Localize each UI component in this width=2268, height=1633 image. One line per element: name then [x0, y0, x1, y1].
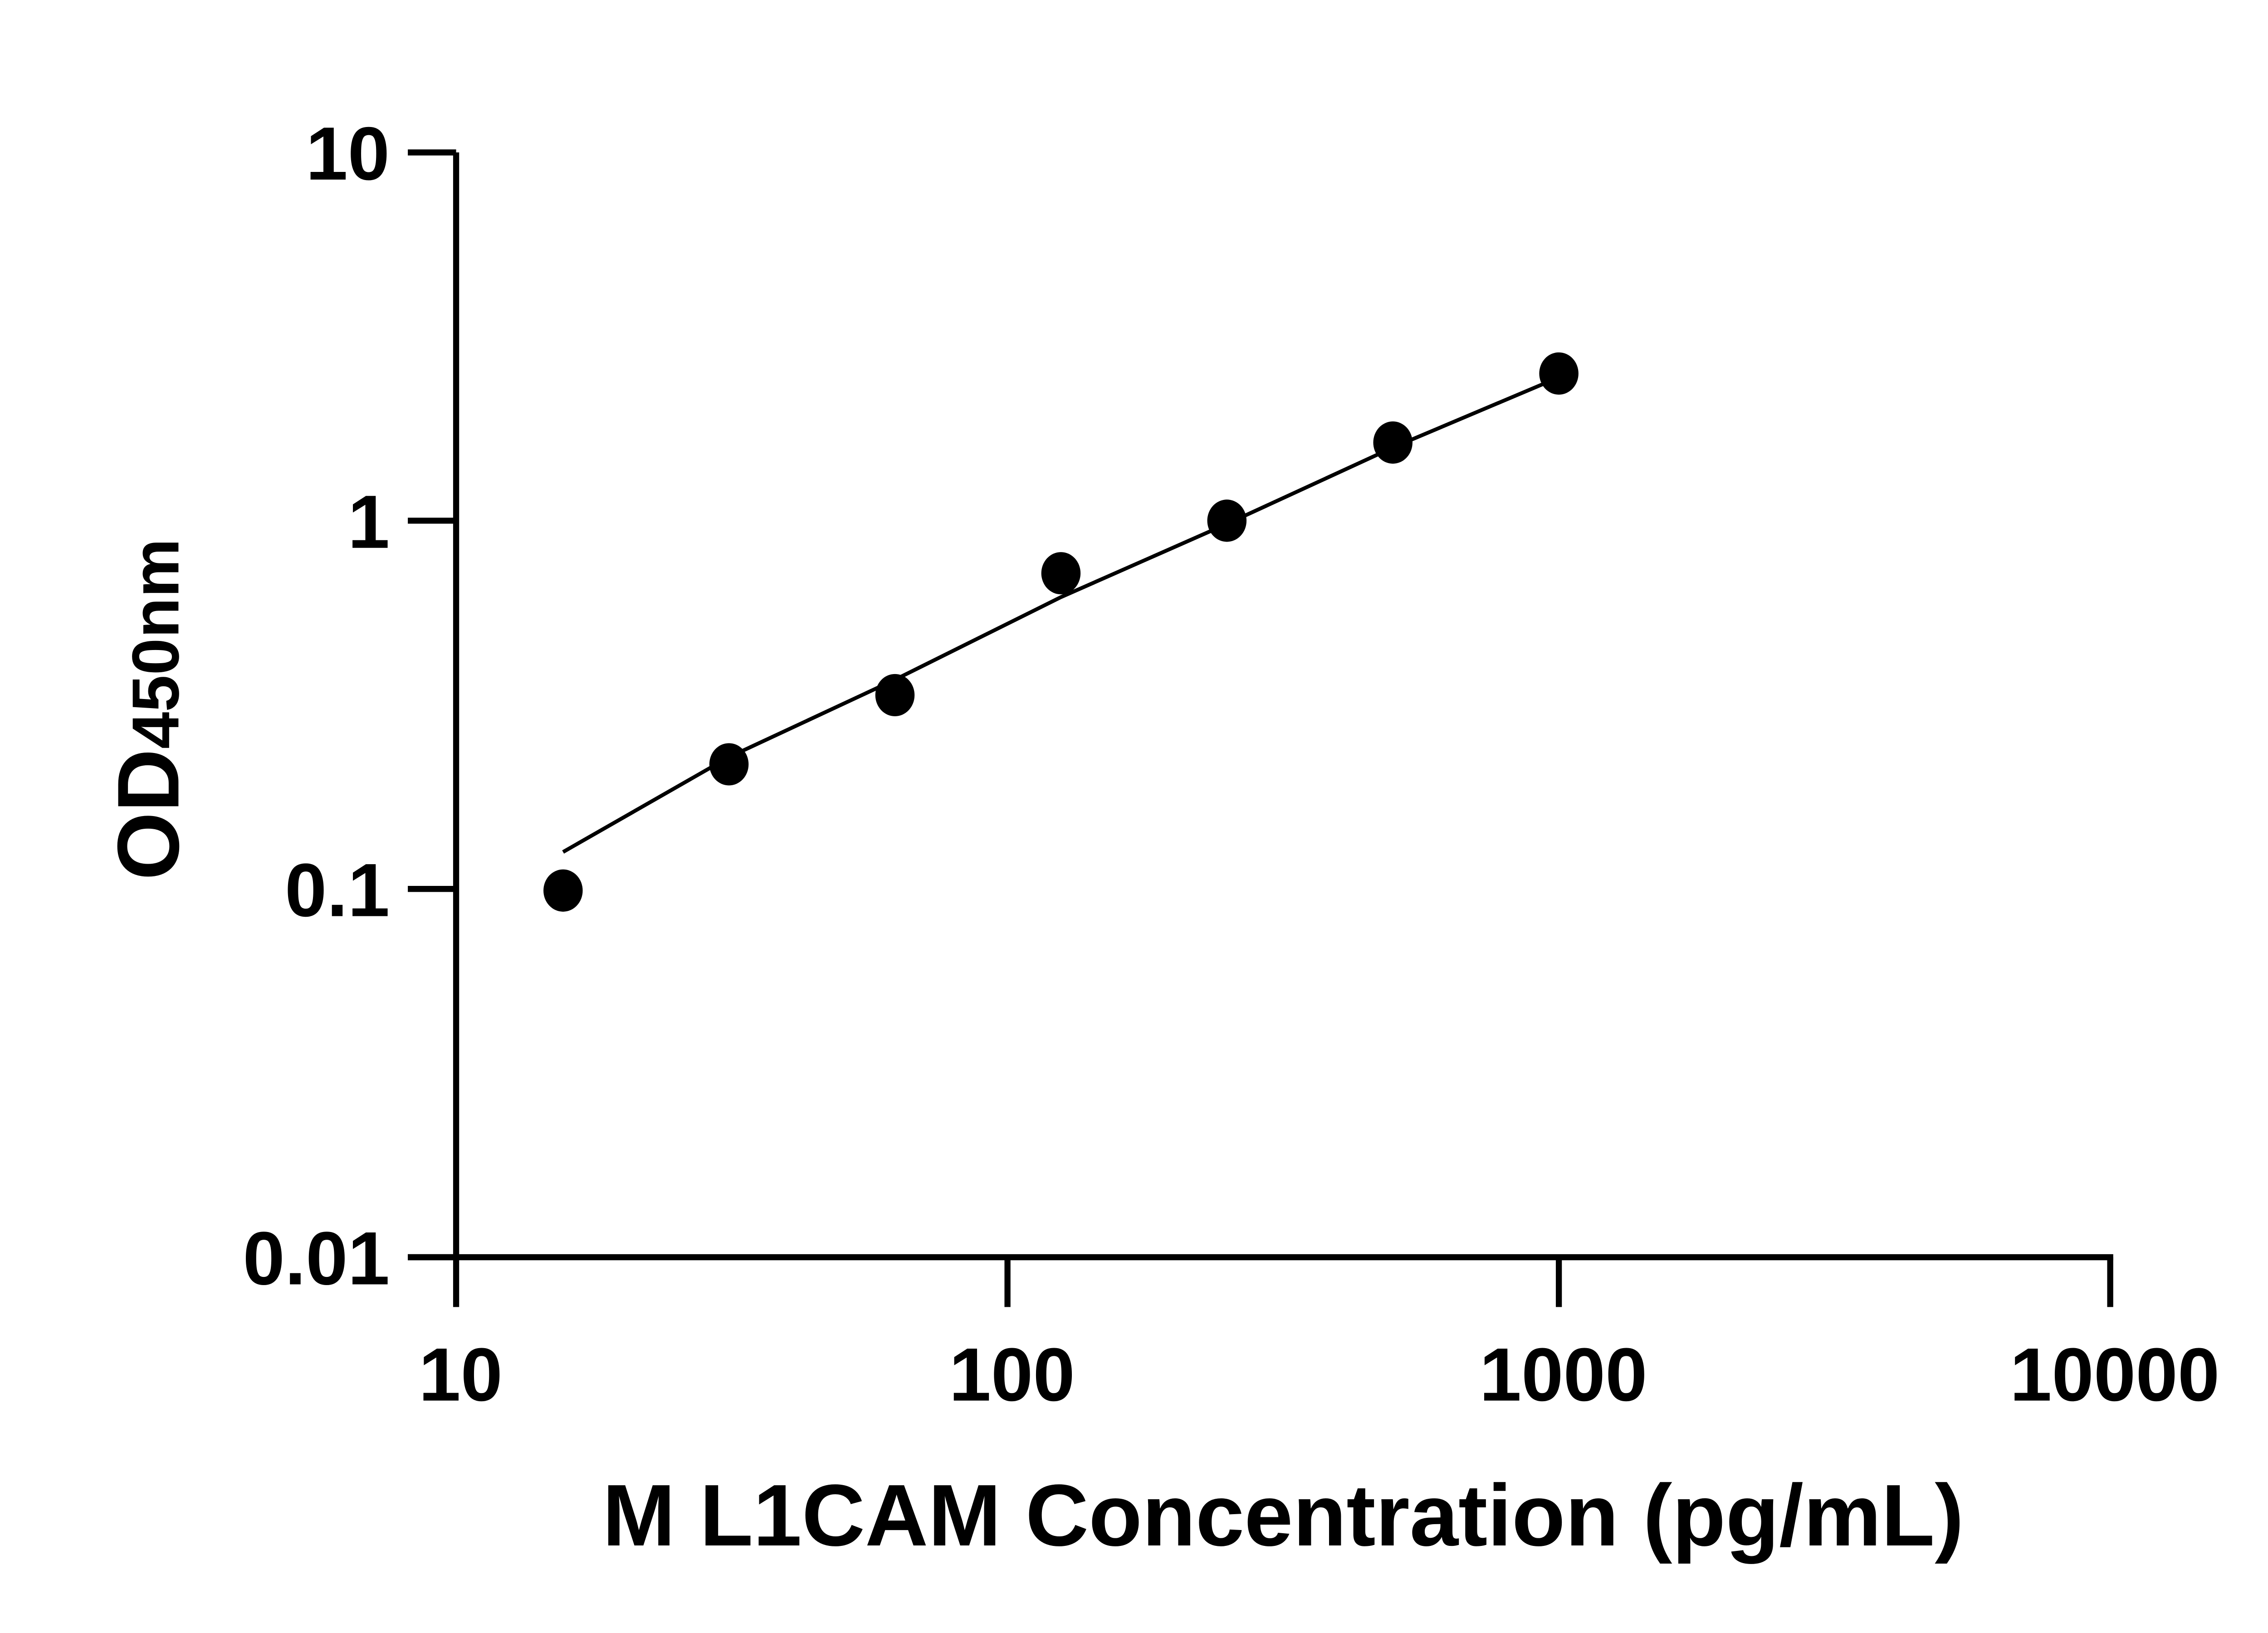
- y-tick-label: 10: [306, 112, 390, 196]
- x-tick-label: 10: [419, 1333, 503, 1417]
- y-ticks: 0.01 0.1 1 10: [243, 112, 456, 1301]
- data-point: [875, 674, 915, 716]
- x-tick-label: 10000: [2010, 1333, 2220, 1417]
- y-axis-label-main: OD: [99, 749, 197, 880]
- data-point: [543, 869, 583, 912]
- data-point: [1373, 421, 1413, 464]
- axes: [408, 152, 2113, 1261]
- data-point: [1207, 499, 1247, 542]
- x-ticks: 10 100 1000 10000: [419, 1257, 2219, 1417]
- y-tick-label: 1: [348, 480, 390, 564]
- y-tick-label: 0.1: [285, 848, 390, 933]
- data-point: [709, 743, 749, 786]
- x-tick-label: 100: [949, 1333, 1075, 1417]
- y-axis-label: OD450nm: [99, 538, 197, 880]
- x-tick-label: 1000: [1480, 1333, 1647, 1417]
- data-point: [1041, 552, 1081, 595]
- data-points: [543, 352, 1579, 912]
- y-tick-label: 0.01: [243, 1216, 390, 1301]
- x-axis-label: M L1CAM Concentration (pg/mL): [602, 1466, 1964, 1564]
- data-point: [1539, 352, 1579, 395]
- y-axis-label-sub: 450nm: [118, 538, 193, 749]
